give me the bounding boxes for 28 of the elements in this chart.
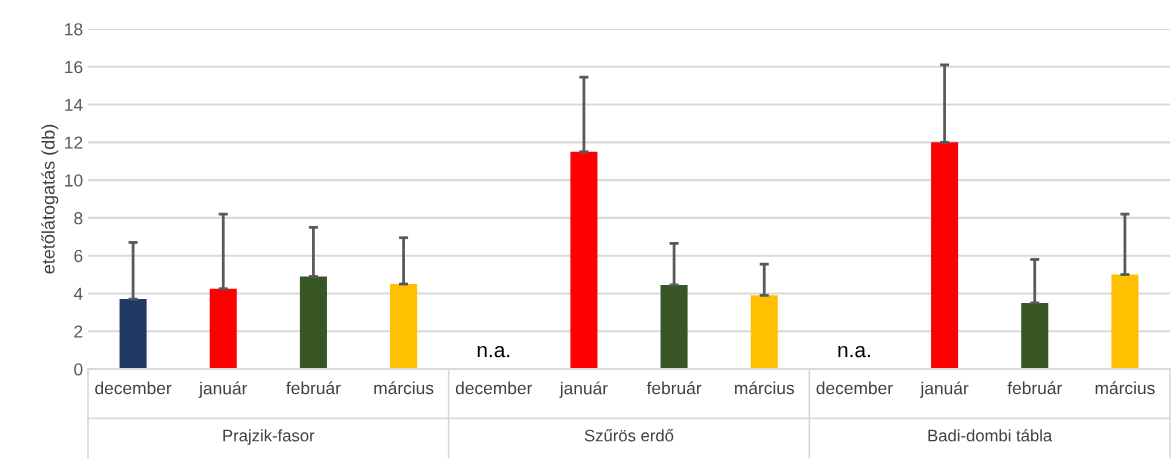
x-tick-label: január (920, 381, 969, 398)
y-axis-title: etetőlátogatás (db) (41, 124, 59, 274)
y-tick-label: 4 (73, 287, 83, 300)
x-tick-label: december (816, 381, 893, 395)
x-tick-label: március (1095, 381, 1155, 395)
text: Szűrös erdő (584, 429, 674, 442)
x-tick-label: február (286, 381, 341, 395)
y-tick-label: 10 (65, 174, 83, 187)
y-tick-label: 18 (65, 23, 83, 36)
y-tick-label: 14 (65, 98, 83, 111)
x-tick-label: január (198, 381, 248, 398)
text: Badi-dombi tábla (928, 429, 1053, 442)
x-tick-label: december (455, 381, 533, 395)
text: n.a. (477, 345, 510, 358)
x-tick-label: március (374, 381, 434, 395)
y-tick-label: 6 (74, 249, 83, 263)
x-tick-label: március (735, 381, 795, 395)
y-tick-label: 12 (65, 136, 83, 149)
text: Prajzik-fasor (223, 429, 315, 445)
text: n.a. (838, 345, 870, 358)
x-tick-label: február (646, 381, 702, 395)
y-tick-label: 8 (74, 212, 83, 225)
x-tick-label: február (1007, 381, 1062, 395)
y-tick-label: 2 (74, 325, 83, 338)
x-tick-label: január (559, 381, 608, 398)
y-tick-label: 0 (74, 363, 83, 376)
x-tick-label: december (95, 381, 172, 395)
y-tick-label: 16 (65, 60, 83, 74)
